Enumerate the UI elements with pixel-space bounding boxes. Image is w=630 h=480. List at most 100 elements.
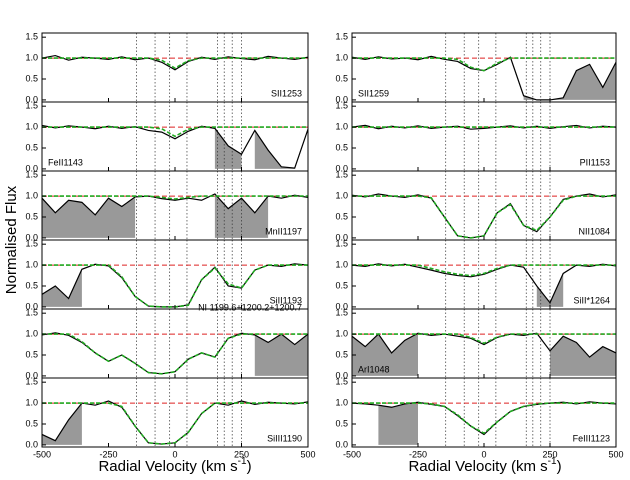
y-tick-label: 1.0 [335,328,348,338]
masked-region [378,402,418,445]
spectrum [352,332,616,358]
x-tick-label: -500 [33,449,51,459]
y-tick-label: 1.0 [335,259,348,269]
y-tick-label: 0.0 [335,301,348,311]
y-tick-label: 1.5 [335,308,348,318]
panel [42,102,308,171]
fit [42,333,308,375]
y-tick-label: 1.0 [335,121,348,131]
panel [352,378,616,447]
y-tick-label: 0.0 [25,370,38,380]
y-tick-label: 1.5 [25,170,38,180]
x-axis-label-end: ) [557,458,562,475]
ion-label: PII1153 [580,157,610,167]
fit [42,402,308,445]
y-tick-label: 1.5 [25,239,38,249]
ion-label: MnII1197 [265,226,302,236]
y-tick-label: 0.5 [25,280,38,290]
x-tick-label: 500 [608,449,623,459]
ion-label: FeIII1123 [573,433,610,443]
y-tick-label: 1.0 [335,190,348,200]
y-tick-label: 0.5 [25,142,38,152]
fit [42,195,308,200]
x-axis-label: Radial Velocity (km s-1) [408,456,561,475]
ion-label: NII1084 [578,226,610,236]
y-tick-label: 1.5 [335,377,348,387]
y-tick-label: 1.5 [25,32,38,42]
y-tick-label: 1.5 [335,32,348,42]
x-tick-label: 250 [234,449,249,459]
fit [42,126,308,138]
x-axis-label-end: ) [247,458,252,475]
y-tick-label: 1.0 [335,397,348,407]
y-tick-label: 0.5 [335,73,348,83]
spectrum [42,193,308,216]
x-tick-label: -250 [409,449,427,459]
y-tick-label: 1.0 [25,190,38,200]
fit [352,57,616,72]
y-tick-label: 1.0 [335,52,348,62]
y-tick-label: 0.5 [25,349,38,359]
panel [42,171,308,240]
x-tick-label: 0 [481,449,486,459]
y-tick-label: 0.0 [25,301,38,311]
panel [352,102,616,171]
y-tick-label: 0.0 [335,163,348,173]
x-tick-label: 500 [300,449,315,459]
y-tick-label: 0.5 [335,211,348,221]
y-tick-label: 0.0 [25,439,38,449]
ion-label: FeII1143 [48,157,83,167]
panel [42,378,308,447]
x-axis-label-text: Radial Velocity (km s [98,458,237,475]
panel [42,240,308,309]
y-tick-label: 1.0 [25,397,38,407]
x-tick-label: 250 [542,449,557,459]
y-tick-label: 0.0 [25,232,38,242]
masked-region [536,273,564,307]
y-tick-label: 1.5 [25,377,38,387]
x-tick-label: 0 [172,449,177,459]
y-tick-label: 1.5 [25,308,38,318]
x-axis-label-text: Radial Velocity (km s [408,458,547,475]
ion-label: SiII1193 [270,295,302,305]
masked-region [550,336,616,376]
masked-region [523,62,616,100]
panel [352,171,616,240]
fit [352,264,616,277]
masked-region [214,194,269,238]
y-tick-label: 0.0 [335,370,348,380]
y-tick-label: 0.5 [335,418,348,428]
y-tick-label: 1.5 [25,101,38,111]
y-tick-label: 1.0 [25,121,38,131]
y-tick-label: 0.5 [25,418,38,428]
panel [352,309,616,378]
y-tick-label: 0.0 [335,94,348,104]
y-tick-label: 1.0 [25,259,38,269]
ion-label: SII1253 [271,88,302,98]
y-tick-label: 1.0 [25,52,38,62]
x-tick-label: -250 [99,449,117,459]
ion-label: ArI1048 [358,364,390,374]
y-tick-label: 0.5 [25,211,38,221]
panel [42,33,308,102]
spectrum [352,193,616,239]
y-tick-label: 0.5 [25,73,38,83]
y-tick-label: 0.5 [335,349,348,359]
ion-label: SiII*1264 [573,295,610,305]
y-tick-label: 0.5 [335,142,348,152]
panel [352,240,616,309]
x-tick-label: -500 [343,449,361,459]
fit [352,195,616,239]
y-tick-label: 1.5 [335,101,348,111]
y-tick-label: 1.0 [25,328,38,338]
y-tick-label: 0.0 [25,94,38,104]
y-tick-label: 0.5 [335,280,348,290]
y-tick-label: 0.0 [335,439,348,449]
masked-region [254,130,295,169]
masked-region [42,403,82,445]
ion-label: SII1259 [358,88,389,98]
masked-region [42,269,82,307]
fit [352,402,616,435]
x-axis-label-sup: -1 [548,456,557,467]
ion-label: SiIII1190 [267,433,302,443]
